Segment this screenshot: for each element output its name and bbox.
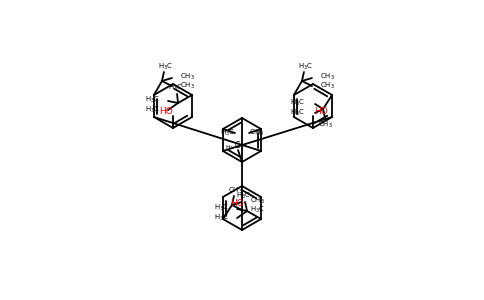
Text: H$_3$C: H$_3$C bbox=[145, 105, 160, 115]
Text: CH$_3$: CH$_3$ bbox=[228, 186, 243, 196]
Text: H$_3$C: H$_3$C bbox=[214, 203, 229, 213]
Text: H$_3$C: H$_3$C bbox=[214, 213, 229, 223]
Text: HO: HO bbox=[159, 107, 173, 116]
Text: H$_3$C: H$_3$C bbox=[167, 83, 182, 93]
Text: CH$_3$: CH$_3$ bbox=[320, 72, 335, 82]
Text: H$_3$C: H$_3$C bbox=[250, 205, 265, 215]
Text: H$_3$C: H$_3$C bbox=[236, 191, 251, 201]
Text: H$_3$C: H$_3$C bbox=[145, 95, 160, 105]
Text: H$_3$C: H$_3$C bbox=[290, 98, 305, 108]
Text: CH$_3$: CH$_3$ bbox=[320, 81, 335, 91]
Text: CH$_3$: CH$_3$ bbox=[249, 128, 264, 138]
Text: H$_3$C: H$_3$C bbox=[290, 108, 305, 118]
Text: C: C bbox=[234, 142, 240, 151]
Text: CH$_3$: CH$_3$ bbox=[180, 72, 195, 82]
Text: CH$_3$: CH$_3$ bbox=[250, 196, 265, 206]
Text: HO: HO bbox=[314, 107, 328, 116]
Text: CH$_3$: CH$_3$ bbox=[180, 81, 195, 91]
Text: H$_3$C: H$_3$C bbox=[158, 62, 173, 72]
Text: H$_3$: H$_3$ bbox=[226, 144, 235, 152]
Text: CH$_3$: CH$_3$ bbox=[318, 120, 333, 130]
Text: H$_3$C: H$_3$C bbox=[299, 62, 314, 72]
Text: H$_3$C: H$_3$C bbox=[220, 128, 235, 138]
Text: HO: HO bbox=[230, 200, 244, 208]
